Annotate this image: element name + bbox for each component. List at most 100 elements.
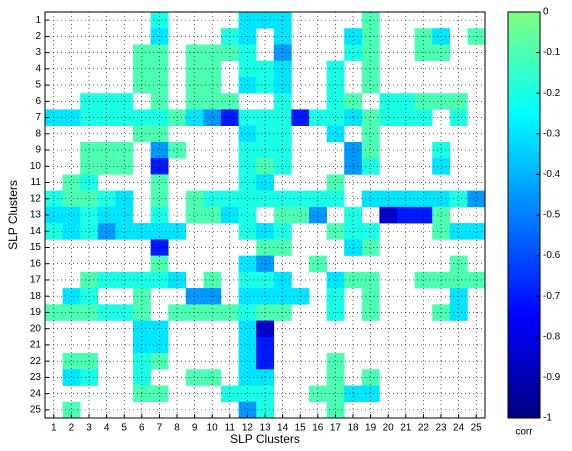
cell bbox=[115, 206, 134, 224]
cell bbox=[273, 239, 292, 256]
x-tick-label: 2 bbox=[69, 423, 75, 434]
cell bbox=[150, 158, 169, 175]
cell bbox=[326, 190, 345, 208]
cell bbox=[238, 353, 257, 370]
cell bbox=[449, 190, 468, 208]
cell bbox=[361, 223, 380, 240]
cell bbox=[449, 223, 468, 240]
cell bbox=[326, 401, 345, 419]
y-axis-label: SLP Clusters bbox=[6, 180, 20, 250]
cell bbox=[97, 109, 116, 126]
y-tick-label: 22 bbox=[30, 356, 42, 367]
cell bbox=[238, 190, 257, 208]
x-tick-label: 22 bbox=[418, 423, 430, 434]
x-tick-label: 21 bbox=[400, 423, 412, 434]
y-tick-label: 4 bbox=[35, 63, 41, 74]
colorbar-tick-label: 0 bbox=[543, 7, 549, 18]
cell bbox=[238, 206, 257, 224]
cell bbox=[115, 190, 134, 208]
cell bbox=[291, 109, 310, 126]
x-tick-label: 13 bbox=[259, 423, 271, 434]
cell bbox=[185, 369, 204, 386]
cell bbox=[273, 125, 292, 143]
cell bbox=[361, 76, 380, 94]
cell bbox=[291, 190, 310, 208]
cell bbox=[203, 206, 222, 224]
cell bbox=[62, 353, 81, 370]
cell bbox=[273, 93, 292, 110]
x-tick-label: 8 bbox=[174, 423, 180, 434]
x-tick-label: 1 bbox=[51, 423, 57, 434]
y-tick-label: 18 bbox=[30, 291, 42, 302]
cell bbox=[238, 125, 257, 143]
y-tick-label: 19 bbox=[30, 307, 42, 318]
y-tick-label: 25 bbox=[30, 405, 42, 416]
cell bbox=[203, 109, 222, 126]
x-tick-label: 16 bbox=[312, 423, 324, 434]
y-tick-label: 2 bbox=[35, 31, 41, 42]
cell bbox=[62, 223, 81, 240]
cell bbox=[203, 369, 222, 386]
colorbar-tick-label: -0.6 bbox=[543, 250, 561, 261]
cell bbox=[115, 93, 134, 110]
cell bbox=[361, 109, 380, 126]
y-tick-label: 5 bbox=[35, 80, 41, 91]
cell bbox=[115, 223, 134, 240]
cell bbox=[97, 223, 116, 240]
cell bbox=[203, 190, 222, 208]
x-tick-label: 10 bbox=[207, 423, 219, 434]
cell bbox=[238, 158, 257, 175]
cell bbox=[62, 369, 81, 386]
cell bbox=[203, 76, 222, 94]
cell bbox=[97, 141, 116, 159]
cell bbox=[361, 158, 380, 175]
cell bbox=[150, 223, 169, 240]
cell bbox=[62, 206, 81, 224]
cell bbox=[326, 223, 345, 240]
colorbar-label: corr bbox=[515, 427, 533, 438]
cell bbox=[379, 190, 398, 208]
cell bbox=[273, 141, 292, 159]
cell bbox=[150, 109, 169, 126]
cell bbox=[379, 206, 398, 224]
cell bbox=[150, 190, 169, 208]
y-tick-label: 24 bbox=[30, 388, 42, 399]
x-tick-label: 5 bbox=[121, 423, 127, 434]
cell bbox=[238, 174, 257, 191]
cell bbox=[150, 255, 169, 273]
cell bbox=[97, 206, 116, 224]
cell bbox=[62, 109, 81, 126]
cell bbox=[273, 206, 292, 224]
y-tick-label: 8 bbox=[35, 128, 41, 139]
cell bbox=[361, 369, 380, 386]
cell bbox=[185, 190, 204, 208]
cell bbox=[238, 385, 257, 403]
cell bbox=[379, 109, 398, 126]
y-tick-label: 1 bbox=[35, 15, 41, 26]
cell bbox=[467, 190, 486, 208]
x-tick-label: 23 bbox=[435, 423, 447, 434]
cell bbox=[326, 174, 345, 191]
y-tick-label: 14 bbox=[30, 226, 42, 237]
cell bbox=[238, 76, 257, 94]
cell bbox=[150, 141, 169, 159]
cell bbox=[62, 190, 81, 208]
y-tick-label: 3 bbox=[35, 47, 41, 58]
x-tick-label: 12 bbox=[242, 423, 254, 434]
x-tick-label: 25 bbox=[471, 423, 483, 434]
cell bbox=[238, 369, 257, 386]
cell bbox=[361, 385, 380, 403]
cell bbox=[326, 385, 345, 403]
cell bbox=[238, 223, 257, 240]
cell bbox=[238, 401, 257, 419]
y-tick-label: 6 bbox=[35, 96, 41, 107]
cell bbox=[326, 93, 345, 110]
y-tick-label: 12 bbox=[30, 193, 42, 204]
x-tick-label: 6 bbox=[139, 423, 145, 434]
y-tick-label: 10 bbox=[30, 161, 42, 172]
cell bbox=[185, 206, 204, 224]
colorbar-tick-label: -0.5 bbox=[543, 210, 561, 221]
x-tick-label: 3 bbox=[86, 423, 92, 434]
cell bbox=[115, 109, 134, 126]
cell bbox=[150, 93, 169, 110]
